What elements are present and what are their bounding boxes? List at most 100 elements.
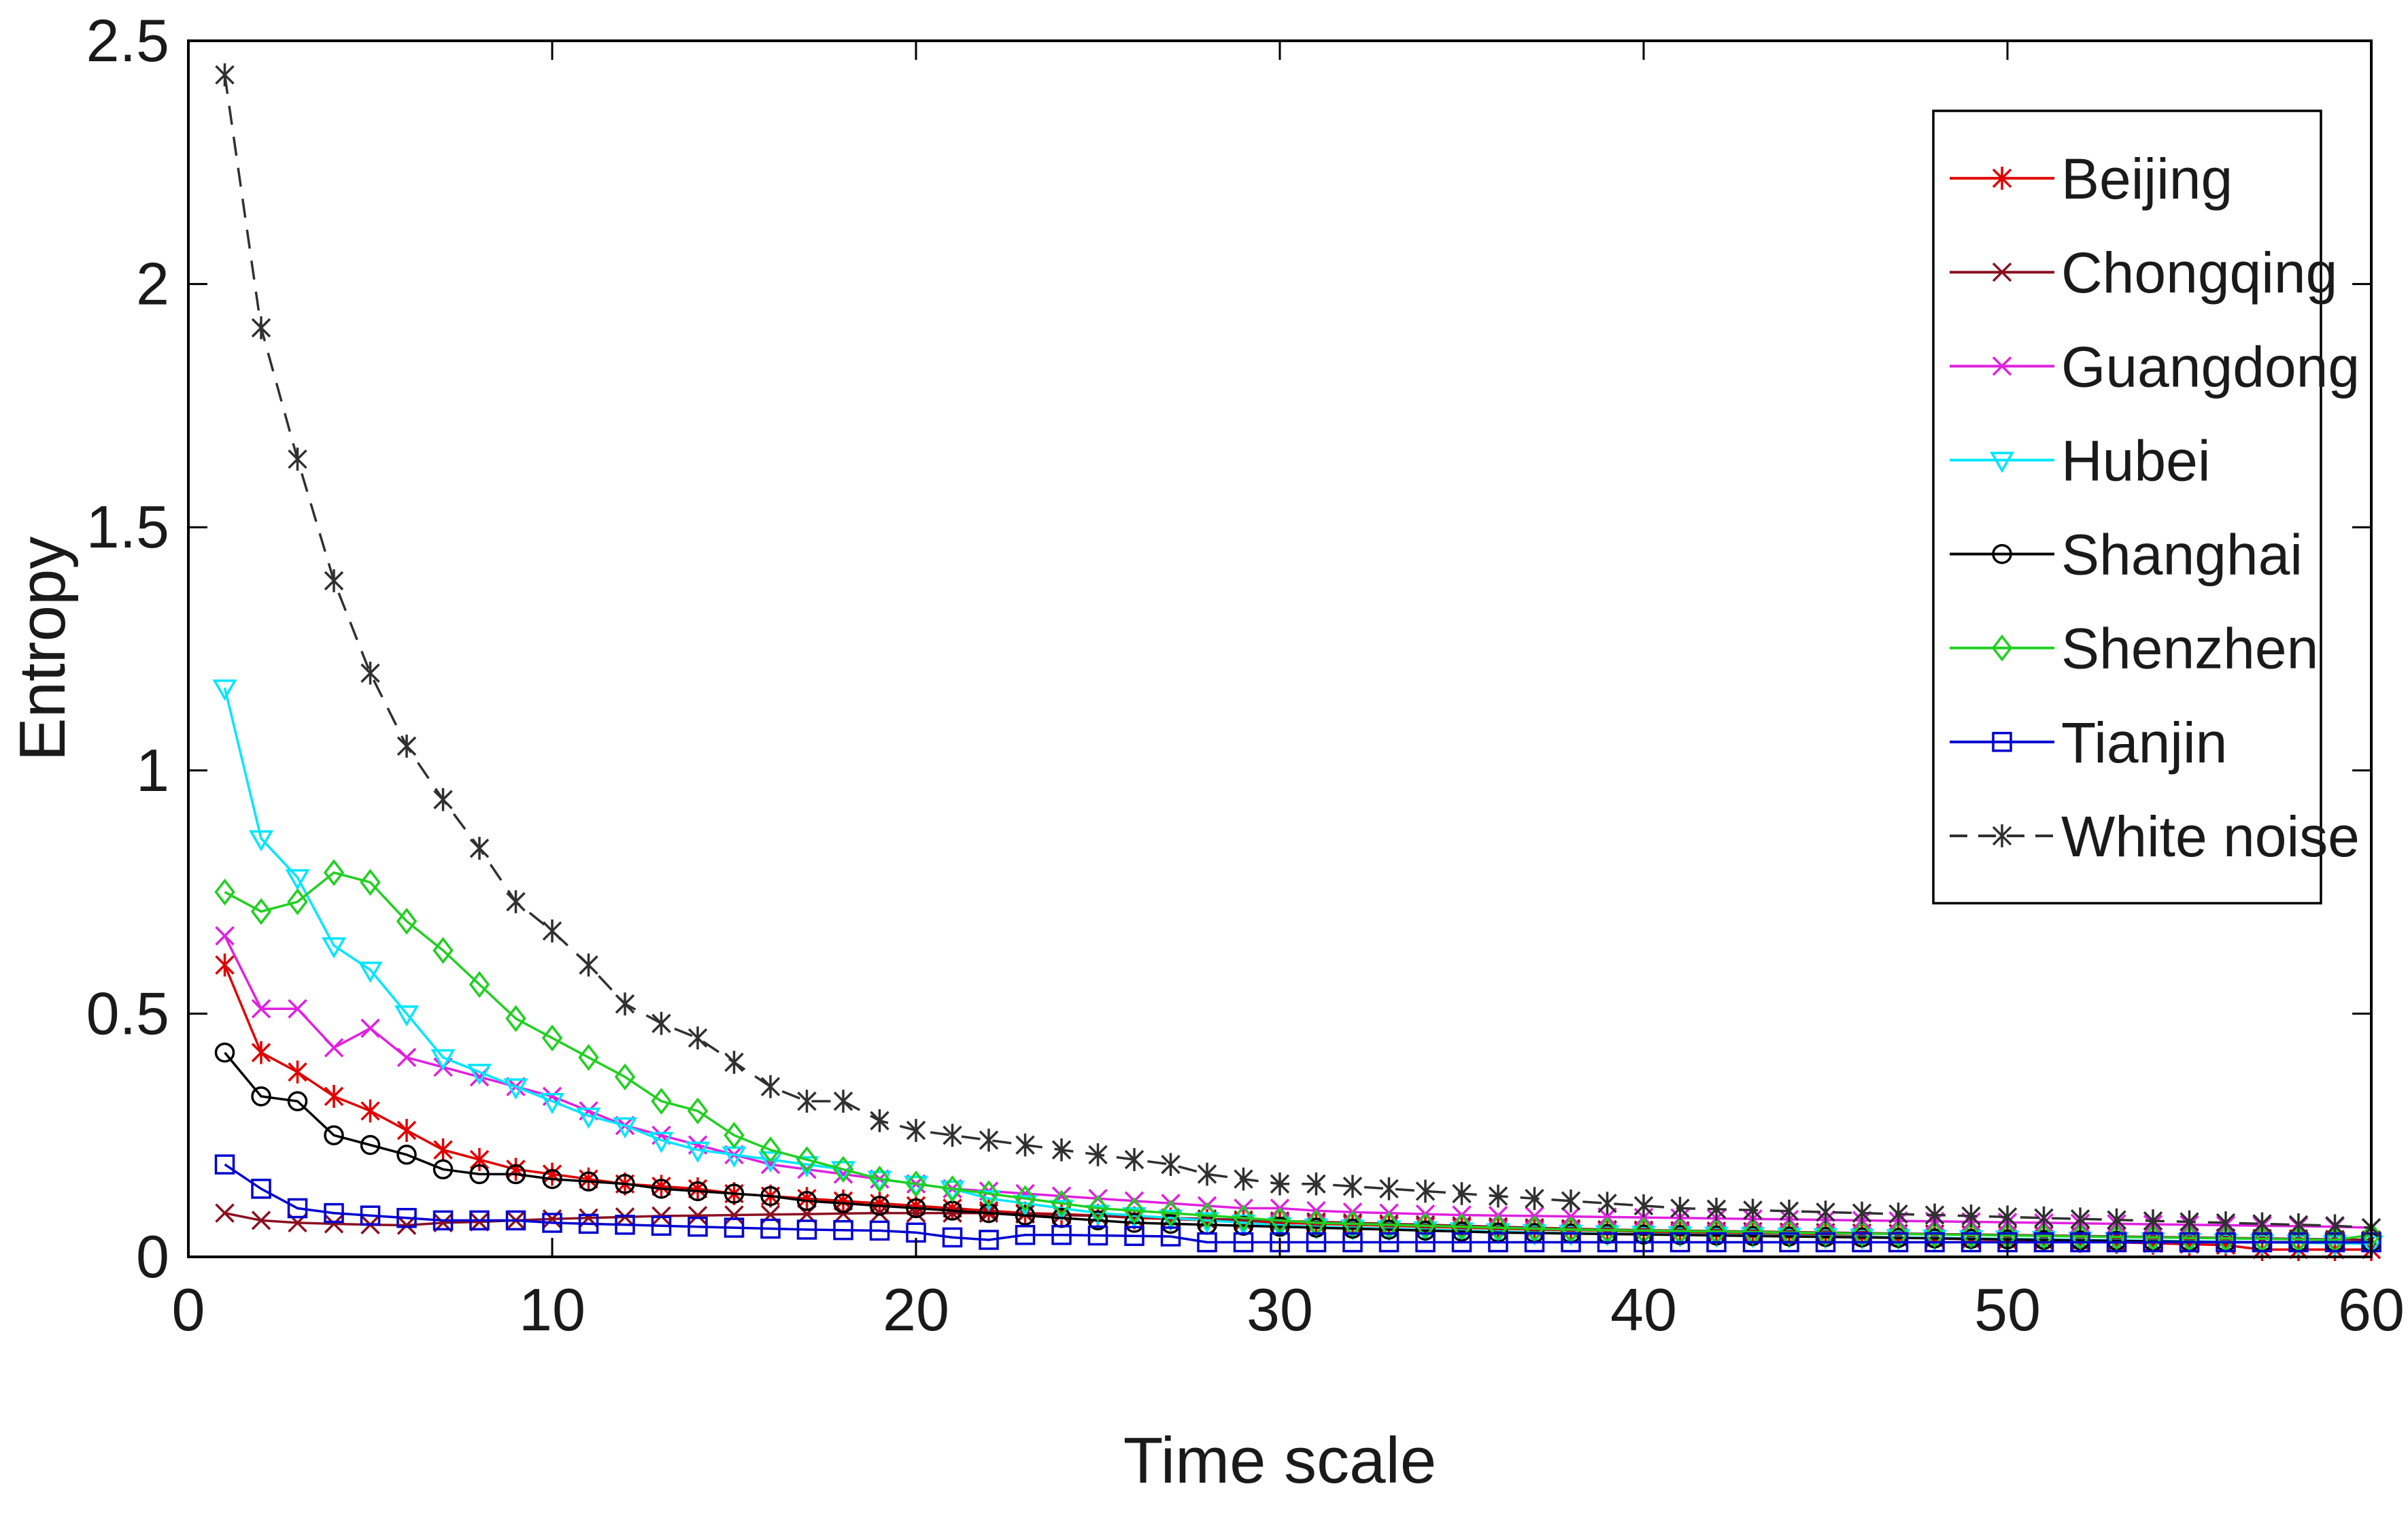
data-point-shenzhen: [578, 1043, 599, 1071]
data-point-shenzhen: [1778, 1219, 1800, 1247]
data-point-tianjin: [724, 1217, 745, 1238]
data-point-shanghai: [1415, 1220, 1436, 1241]
data-point-shanghai: [615, 1173, 635, 1194]
data-point-shanghai: [906, 1198, 926, 1219]
data-point-beijing: [396, 1119, 417, 1142]
data-point-tianjin: [287, 1198, 308, 1219]
data-point-white-noise: [1743, 1198, 1763, 1222]
data-point-shenzhen: [1524, 1215, 1545, 1243]
series-tianjin: [214, 1154, 2381, 1253]
y-axis-label: Entropy: [6, 537, 79, 762]
data-point-tianjin: [1378, 1232, 1400, 1253]
data-point-hubei: [685, 1141, 710, 1163]
data-point-shanghai: [688, 1181, 708, 1202]
data-point-shenzhen: [760, 1136, 781, 1164]
data-point-beijing: [288, 1060, 307, 1084]
x-axis-label: Time scale: [1123, 1424, 1437, 1497]
data-point-shenzhen: [796, 1146, 817, 1173]
data-point-white-noise: [1561, 1189, 1581, 1213]
data-point-shenzhen: [214, 878, 235, 906]
data-point-tianjin: [1924, 1232, 1945, 1253]
data-point-hubei: [322, 937, 346, 959]
data-point-shenzhen: [1487, 1214, 1509, 1241]
data-point-shanghai: [214, 1042, 235, 1063]
data-point-shanghai: [1378, 1219, 1400, 1240]
data-point-white-noise: [2034, 1206, 2054, 1230]
data-point-shenzhen: [614, 1063, 636, 1091]
data-point-white-noise: [2325, 1214, 2345, 1238]
data-point-shanghai: [542, 1168, 562, 1190]
data-point-guangdong: [215, 926, 235, 946]
legend-marker: [1992, 262, 2012, 282]
data-point-hubei: [249, 830, 273, 852]
data-point-tianjin: [1342, 1232, 1363, 1253]
data-point-white-noise: [1597, 1192, 1617, 1215]
data-point-shenzhen: [687, 1097, 709, 1125]
data-point-shenzhen: [1269, 1207, 1291, 1234]
data-point-shenzhen: [360, 869, 381, 896]
data-point-shenzhen: [905, 1170, 927, 1198]
legend-label: Shenzhen: [2061, 617, 2318, 681]
data-point-chongqing: [833, 1204, 853, 1224]
data-point-white-noise: [833, 1090, 853, 1113]
legend-label: Beijing: [2061, 147, 2233, 211]
data-point-shanghai: [651, 1179, 672, 1199]
data-point-tianjin: [1124, 1226, 1144, 1246]
data-point-shenzhen: [541, 1024, 563, 1051]
data-point-tianjin: [1197, 1232, 1217, 1253]
data-point-white-noise: [469, 837, 490, 860]
data-point-tianjin: [433, 1210, 454, 1231]
legend-marker: [1992, 824, 2012, 847]
data-point-white-noise: [2288, 1213, 2309, 1236]
data-point-shenzhen: [1451, 1213, 1472, 1241]
data-point-shenzhen: [1414, 1212, 1436, 1240]
data-point-white-noise: [1124, 1148, 1144, 1171]
data-point-white-noise: [1852, 1201, 1872, 1225]
data-point-white-noise: [324, 569, 344, 592]
data-point-chongqing: [324, 1214, 344, 1234]
x-tick-label: 10: [519, 1276, 586, 1343]
data-point-shenzhen: [978, 1180, 1000, 1207]
data-point-white-noise: [396, 735, 417, 758]
x-tick-label: 20: [883, 1276, 949, 1343]
data-point-shenzhen: [469, 971, 490, 998]
data-point-white-noise: [1088, 1143, 1108, 1166]
data-point-tianjin: [1961, 1232, 1982, 1253]
data-point-guangdong: [251, 999, 271, 1019]
data-point-beijing: [651, 1175, 671, 1198]
series-line-tianjin: [224, 1163, 2371, 1244]
data-point-white-noise: [506, 890, 526, 913]
data-point-white-noise: [288, 448, 307, 471]
data-point-tianjin: [1888, 1232, 1909, 1253]
data-point-chongqing: [469, 1212, 490, 1232]
data-point-shanghai: [1451, 1222, 1472, 1242]
x-tick-label: 50: [1974, 1276, 2041, 1343]
data-point-tianjin: [1015, 1225, 1036, 1245]
data-point-white-noise: [1161, 1153, 1181, 1177]
legend-label: White noise: [2061, 805, 2360, 869]
legend-marker: [1992, 167, 2012, 190]
data-point-shanghai: [1306, 1217, 1327, 1238]
data-point-shenzhen: [1342, 1210, 1363, 1238]
data-point-shenzhen: [396, 907, 418, 935]
data-point-shenzhen: [1015, 1185, 1036, 1212]
data-point-shenzhen: [2033, 1222, 2054, 1250]
data-point-white-noise: [1342, 1175, 1363, 1198]
data-point-white-noise: [2070, 1207, 2090, 1231]
data-point-tianjin: [1451, 1232, 1472, 1253]
data-point-shenzhen: [433, 937, 454, 964]
series-white-noise: [215, 63, 2381, 1239]
data-point-white-noise: [1816, 1200, 1835, 1224]
data-point-guangdong: [324, 1038, 344, 1058]
data-point-tianjin: [1815, 1232, 1836, 1253]
data-point-white-noise: [2216, 1211, 2236, 1234]
data-point-tianjin: [796, 1219, 817, 1240]
data-point-tianjin: [1597, 1232, 1618, 1253]
data-point-white-noise: [579, 953, 598, 977]
data-point-white-noise: [542, 919, 562, 943]
ticks-layer: 0 10 20 30 40 50 60 0 0.5 1 1.5 2 2.5: [86, 7, 2405, 1343]
data-point-tianjin: [1087, 1225, 1108, 1246]
data-point-shenzhen: [1051, 1190, 1072, 1217]
data-point-shenzhen: [1196, 1202, 1218, 1229]
